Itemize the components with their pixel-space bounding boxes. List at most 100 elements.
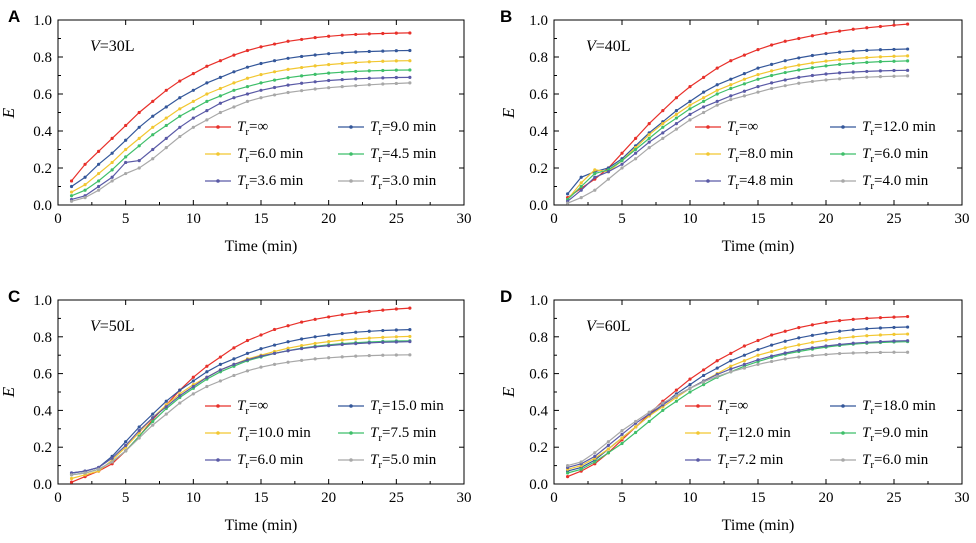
data-point [381, 68, 385, 73]
data-point [878, 55, 883, 59]
data-point [164, 146, 168, 150]
series-line [567, 69, 908, 202]
data-point [191, 392, 195, 396]
data-point [137, 425, 141, 429]
legend-label: Tr=∞ [237, 119, 268, 138]
data-point [715, 88, 719, 92]
data-point [408, 31, 412, 35]
data-point [218, 362, 222, 366]
legend-entry: Tr=6.0 min [205, 146, 304, 165]
data-point [851, 341, 855, 345]
series-line [71, 354, 410, 476]
data-point [408, 48, 412, 53]
data-point [674, 388, 679, 392]
data-point [634, 151, 638, 155]
data-point [851, 27, 855, 31]
data-point [354, 311, 358, 315]
y-tick-label: 0.0 [33, 477, 52, 493]
data-point [647, 122, 651, 126]
data-point [688, 103, 692, 107]
data-point [124, 160, 128, 165]
legend-entry: Tr=15.0 min [338, 398, 444, 417]
data-point [218, 110, 222, 115]
data-point [824, 338, 828, 342]
data-point [205, 99, 209, 103]
data-point [124, 443, 128, 447]
legend-marker [841, 125, 845, 129]
data-point [394, 328, 398, 332]
data-point [647, 146, 651, 150]
data-point [313, 357, 317, 361]
data-point [313, 335, 317, 339]
data-point [838, 319, 842, 323]
data-point [327, 344, 331, 348]
data-point [164, 399, 168, 403]
legend-marker [216, 404, 220, 408]
data-point [124, 171, 128, 176]
data-point [272, 85, 277, 90]
data-point [810, 61, 815, 65]
data-point [729, 94, 733, 98]
data-point [286, 83, 290, 87]
data-point [367, 83, 371, 87]
data-point [647, 136, 651, 140]
data-point [151, 99, 155, 103]
data-point [97, 171, 101, 176]
data-point [756, 338, 760, 343]
data-point [851, 351, 855, 355]
series-line [71, 329, 410, 474]
data-point [218, 355, 222, 359]
data-point [151, 157, 155, 161]
y-tick-label: 0.0 [529, 477, 548, 493]
data-point [810, 79, 815, 84]
legend-label: Tr=6.0 min [862, 146, 929, 165]
data-point [851, 317, 855, 321]
data-point [878, 333, 883, 337]
data-point [579, 175, 583, 179]
data-point [892, 59, 896, 63]
data-point [892, 350, 896, 354]
data-point [661, 125, 665, 129]
data-point [606, 170, 611, 174]
data-point [729, 351, 733, 355]
panel-letter: A [8, 7, 20, 26]
y-tick-label: 0.6 [529, 367, 548, 383]
data-point [367, 60, 371, 64]
data-point [340, 355, 344, 359]
data-point [606, 451, 611, 455]
data-point [838, 342, 842, 347]
data-point [340, 51, 344, 55]
data-point [797, 81, 801, 85]
data-point [205, 118, 209, 122]
data-point [205, 375, 209, 379]
data-point [97, 467, 101, 471]
data-point [408, 59, 412, 63]
data-point [381, 308, 385, 312]
data-point [783, 351, 787, 355]
legend-label: Tr=3.6 min [237, 173, 304, 192]
data-point [838, 50, 842, 54]
data-point [742, 94, 747, 98]
data-point [620, 429, 624, 433]
data-point [824, 352, 828, 357]
data-point [906, 47, 910, 51]
data-point [151, 147, 155, 152]
data-point [756, 362, 760, 366]
data-point [232, 96, 236, 100]
data-point [97, 184, 101, 189]
data-point [688, 85, 692, 89]
legend-entry: Tr=4.5 min [338, 146, 437, 165]
data-point [770, 354, 774, 358]
data-point [272, 59, 277, 63]
series-line [567, 333, 908, 470]
data-point [756, 66, 760, 70]
data-point [97, 179, 101, 183]
data-point [272, 327, 277, 332]
data-point [110, 179, 114, 183]
data-point [381, 31, 385, 36]
legend-marker [216, 458, 220, 462]
data-point [354, 69, 358, 74]
data-point [205, 384, 209, 389]
x-tick-label: 10 [683, 490, 698, 506]
series-4 [566, 59, 910, 202]
